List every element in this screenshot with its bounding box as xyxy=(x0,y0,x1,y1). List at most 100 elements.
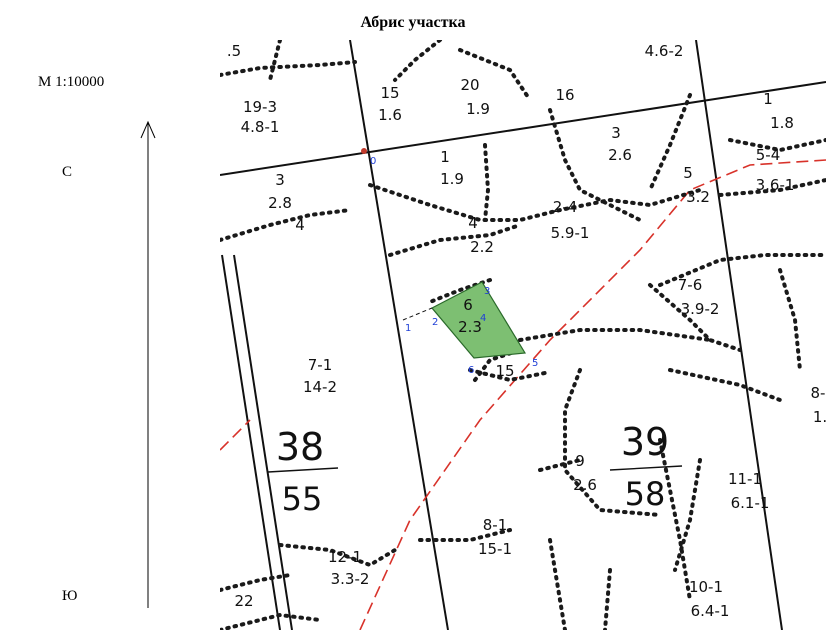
boundary xyxy=(603,568,612,630)
boundary xyxy=(468,368,552,383)
section-label: 11-1 6.1-1 xyxy=(728,470,769,512)
svg-text:58: 58 xyxy=(625,475,666,513)
north-arrow-icon xyxy=(140,120,156,608)
svg-text:1.8: 1.8 xyxy=(770,114,794,132)
svg-text:6: 6 xyxy=(463,296,473,314)
section-label: 7-1 14-2 xyxy=(303,356,337,396)
boundary xyxy=(418,528,512,542)
plot-point-label: 0 xyxy=(370,156,376,167)
svg-text:8-: 8- xyxy=(811,384,826,402)
boundary xyxy=(368,183,702,222)
plot-point-marker xyxy=(361,148,367,154)
boundary xyxy=(718,178,826,197)
svg-text:8-1: 8-1 xyxy=(483,516,508,534)
section-label: 22 xyxy=(234,592,253,610)
section-label: 2-4 5.9-1 xyxy=(551,198,590,242)
boundary xyxy=(388,223,522,257)
section-label: 10-1 6.4-1 xyxy=(689,578,729,620)
section-label: 4.6-2 xyxy=(645,42,684,60)
section-label: 53.2 xyxy=(683,164,710,206)
section-label: .5 xyxy=(227,42,241,60)
boundary xyxy=(728,138,826,153)
boundary xyxy=(648,93,692,192)
svg-text:2.6: 2.6 xyxy=(573,476,597,494)
svg-text:4.6-2: 4.6-2 xyxy=(645,42,684,60)
plot-point-label: 5 xyxy=(532,358,538,369)
svg-text:1.9: 1.9 xyxy=(466,100,490,118)
svg-text:3: 3 xyxy=(275,171,285,189)
plot-point-label: 4 xyxy=(480,313,486,324)
boundary xyxy=(518,328,712,342)
svg-text:5.9-1: 5.9-1 xyxy=(551,224,590,242)
section-label: 8-1. xyxy=(811,384,826,426)
section-label: 42.2 xyxy=(468,214,494,256)
quarter-label-39: 39 58 xyxy=(609,420,683,513)
quarter-line-right xyxy=(695,40,783,630)
boundary xyxy=(658,253,826,287)
quarter-line-top xyxy=(220,81,826,176)
boundary xyxy=(278,543,397,568)
forest-map: 0 1 2 3 4 5 6 19-3 4.8-1 15 1.6 20 1.9 16 4… xyxy=(220,40,826,630)
boundary xyxy=(458,48,532,102)
section-label: 7-6 3.9-2 xyxy=(678,276,720,318)
railway-line-b xyxy=(233,254,293,630)
section-label: 11.9 xyxy=(440,148,464,188)
boundary xyxy=(548,538,567,630)
section-label: 151.6 xyxy=(378,84,402,124)
svg-text:7-6: 7-6 xyxy=(678,276,703,294)
svg-text:4: 4 xyxy=(468,214,478,232)
plot-point-label: 1 xyxy=(405,323,411,334)
plot-point-label: 2 xyxy=(432,317,438,328)
boundary xyxy=(220,60,357,77)
svg-text:38: 38 xyxy=(276,425,324,469)
svg-text:22: 22 xyxy=(234,592,253,610)
svg-text:12-1: 12-1 xyxy=(328,548,362,566)
boundary xyxy=(548,108,642,222)
plot-polygon xyxy=(431,281,527,359)
svg-text:15-1: 15-1 xyxy=(478,540,512,558)
section-label: 4 xyxy=(295,216,305,234)
quarter-label-38: 38 55 xyxy=(267,425,339,518)
svg-text:4.8-1: 4.8-1 xyxy=(241,118,280,136)
section-label: 32.8 xyxy=(268,171,292,212)
section-label: 62.3 xyxy=(458,296,482,336)
boundary xyxy=(648,283,742,352)
svg-text:3.3-2: 3.3-2 xyxy=(331,570,370,588)
svg-text:2.3: 2.3 xyxy=(458,318,482,336)
boundary xyxy=(778,268,802,372)
section-label: 15 xyxy=(495,362,514,380)
section-label: 92.6 xyxy=(573,452,597,494)
section-label: 201.9 xyxy=(460,76,489,118)
svg-text:.5: .5 xyxy=(227,42,241,60)
svg-text:1.6: 1.6 xyxy=(378,106,402,124)
section-label: 11.8 xyxy=(763,90,794,132)
boundary xyxy=(658,438,692,602)
section-label: 32.6 xyxy=(608,124,632,164)
plot-point-label: 6 xyxy=(468,365,474,376)
svg-text:11-1: 11-1 xyxy=(728,470,762,488)
map-title: Абрис участка xyxy=(360,14,466,31)
road-line xyxy=(359,159,826,630)
plot-point-label: 3 xyxy=(484,286,490,297)
svg-text:2-4: 2-4 xyxy=(553,198,578,216)
scale-label: М 1:10000 xyxy=(38,74,105,90)
svg-text:10-1: 10-1 xyxy=(689,578,723,596)
svg-text:1.9: 1.9 xyxy=(440,170,464,188)
svg-text:1: 1 xyxy=(763,90,773,108)
boundary xyxy=(220,612,322,630)
svg-text:4: 4 xyxy=(295,216,305,234)
boundary xyxy=(268,40,282,82)
boundary xyxy=(673,458,702,572)
railway-line-a xyxy=(221,254,281,630)
boundary xyxy=(538,458,582,472)
svg-text:39: 39 xyxy=(621,420,669,464)
svg-text:14-2: 14-2 xyxy=(303,378,337,396)
svg-text:2.2: 2.2 xyxy=(470,238,494,256)
boundary xyxy=(483,143,491,222)
svg-text:7-1: 7-1 xyxy=(308,356,333,374)
svg-text:1: 1 xyxy=(440,148,450,166)
svg-text:3.6-1: 3.6-1 xyxy=(756,176,795,194)
quarter-line-left xyxy=(349,40,449,630)
section-label: 16 xyxy=(555,86,574,104)
section-label: 8-1 15-1 xyxy=(478,516,512,558)
